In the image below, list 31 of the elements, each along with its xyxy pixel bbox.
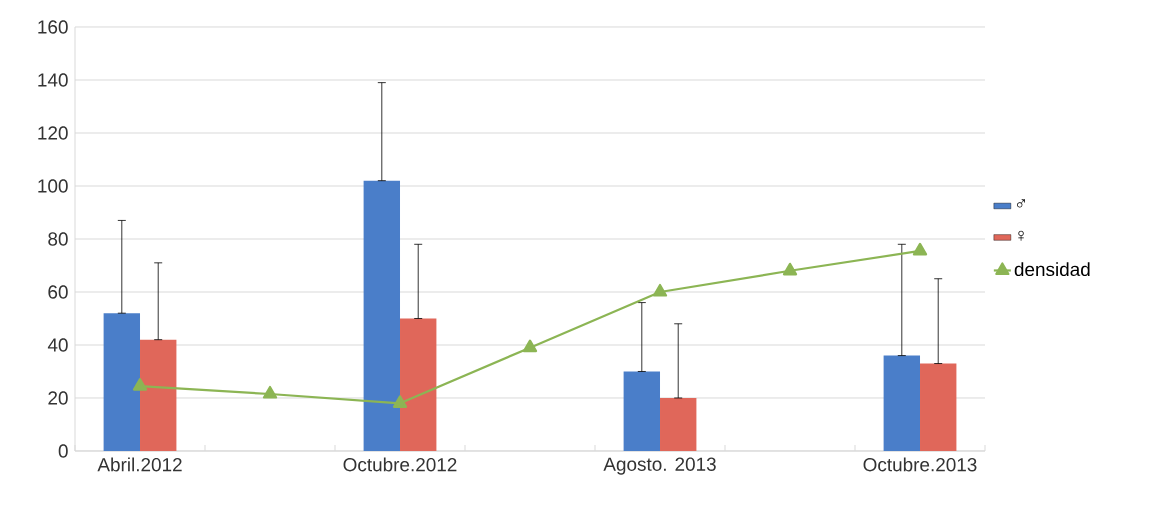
point (652, 283, 668, 297)
point (782, 262, 798, 276)
x-tick-label: Octubre.2013 (863, 457, 977, 472)
point (912, 242, 928, 256)
y-tick-label: 140 (38, 73, 68, 87)
point (262, 385, 278, 399)
bar (920, 363, 957, 451)
bar (103, 313, 141, 451)
y-tick-label: 40 (47, 338, 68, 352)
x-tick-label: Abril.2012 (97, 457, 182, 472)
y-tick-label: 80 (48, 232, 68, 246)
bar (883, 355, 921, 451)
y-tick-label: 100 (38, 179, 68, 193)
y-tick-label: 120 (38, 126, 68, 140)
legend-label: ♂ (1017, 199, 1026, 208)
legend-label: ♀ (1018, 230, 1024, 241)
y-tick-label: 0 (58, 444, 68, 458)
bar (140, 339, 177, 451)
point (392, 395, 408, 408)
y-tick-label: 60 (48, 285, 68, 299)
x-tick-label: Agosto. 2013 (603, 457, 716, 475)
legend-label: densidad (1014, 262, 1090, 277)
bar (363, 180, 401, 451)
y-tick-label: 160 (38, 20, 68, 34)
bar (400, 318, 437, 451)
point (522, 339, 538, 353)
point (132, 377, 148, 391)
x-tick-label: Octubre.2012 (343, 457, 457, 472)
bar (660, 397, 697, 451)
y-tick-label: 20 (48, 391, 68, 405)
bar (623, 371, 661, 451)
